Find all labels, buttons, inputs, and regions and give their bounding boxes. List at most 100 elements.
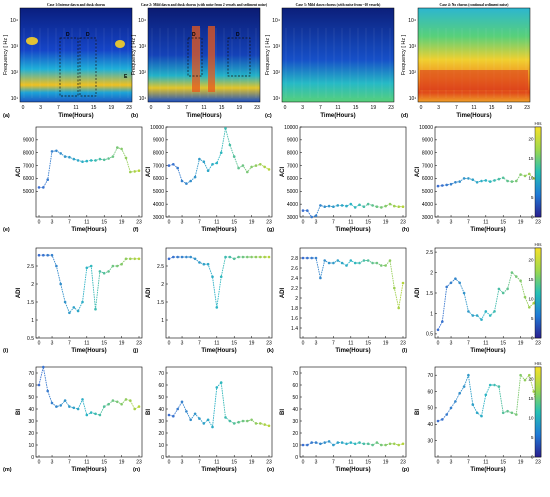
- x-tick-label: 7: [467, 460, 470, 466]
- x-tick-label: 7: [57, 105, 60, 111]
- colorbar-unit: Hrs: [535, 361, 543, 366]
- y-tick-label: 10³: [273, 44, 281, 50]
- data-point: [68, 311, 71, 315]
- x-tick-label: 15: [101, 460, 107, 466]
- y-tick-label: 1.5: [426, 291, 433, 297]
- data-point: [353, 206, 357, 209]
- spectrogram-row: Case 1:Intense dawn and dusk chorus D D E 10…: [3, 3, 531, 119]
- y-tick-label: 1: [430, 311, 433, 317]
- y-tick-label: 40: [427, 422, 433, 428]
- data-point: [172, 255, 175, 259]
- data-point: [120, 402, 123, 406]
- x-tick-label: 3: [181, 460, 184, 466]
- x-tick-label: 7: [319, 105, 322, 111]
- data-point: [467, 310, 470, 313]
- data-point: [180, 400, 184, 404]
- data-point: [89, 411, 93, 414]
- data-point: [120, 147, 123, 151]
- data-point: [323, 441, 327, 444]
- data-point: [133, 407, 136, 411]
- data-point: [532, 390, 535, 393]
- y-tick-label: 3000: [287, 215, 298, 221]
- data-point: [267, 424, 271, 428]
- data-point: [388, 259, 392, 262]
- data-point: [254, 164, 258, 167]
- data-point: [76, 407, 80, 411]
- data-point: [116, 264, 119, 268]
- y-axis-label: Frequency [ Hz ]: [401, 34, 407, 75]
- y-tick-label: 2.4: [291, 276, 298, 282]
- data-point: [46, 178, 49, 181]
- y-tick-label: 20: [158, 431, 164, 437]
- y-tick-label: 2: [295, 296, 298, 302]
- data-point: [198, 157, 201, 161]
- data-point: [111, 264, 115, 268]
- data-point: [241, 419, 245, 423]
- data-point: [59, 152, 62, 155]
- data-point: [506, 179, 509, 183]
- data-point: [42, 186, 45, 189]
- panel-tag: (e): [3, 227, 10, 233]
- data-point: [133, 257, 136, 261]
- data-point: [176, 407, 179, 411]
- data-point: [185, 255, 188, 259]
- data-point: [345, 442, 348, 446]
- colorbar-unit: Hrs: [535, 121, 543, 126]
- data-point: [462, 177, 466, 180]
- x-axis-label: Time(Hours): [71, 467, 106, 473]
- series-line: [437, 271, 539, 331]
- x-tick-label: 7: [455, 105, 458, 111]
- data-point: [319, 442, 322, 446]
- data-point: [366, 442, 370, 446]
- data-point: [454, 181, 457, 184]
- y-tick-label: 10⁴: [272, 18, 280, 24]
- data-point: [124, 257, 128, 261]
- x-tick-label: 23: [388, 105, 394, 111]
- x-tick-label: 3: [450, 460, 453, 466]
- plot-frame: [35, 247, 143, 339]
- x-tick-label: 15: [219, 105, 225, 111]
- data-point: [493, 310, 496, 313]
- panel-tag: (g): [267, 227, 274, 233]
- x-tick-label: 11: [84, 220, 89, 226]
- x-tick-label: 3: [181, 220, 184, 226]
- y-tick-label: 10¹: [273, 96, 281, 102]
- y-tick-label: 70: [292, 371, 298, 377]
- data-point: [523, 295, 527, 299]
- data-point: [246, 255, 249, 259]
- y-tick-label: 40: [292, 407, 298, 413]
- y-tick-label: 30: [427, 438, 433, 444]
- box-label: D: [66, 32, 70, 38]
- data-point: [59, 282, 62, 286]
- data-point: [228, 143, 232, 147]
- x-tick-label: 19: [119, 220, 125, 226]
- data-point: [98, 157, 102, 161]
- x-tick-label: 11: [483, 341, 488, 347]
- spectrogram-title: Case 1:Intense dawn and dusk chorus: [47, 3, 106, 7]
- data-point: [445, 285, 449, 289]
- data-point: [250, 165, 253, 169]
- y-tick-label: 10³: [409, 44, 417, 50]
- y-tick-label: 10³: [139, 44, 147, 50]
- data-point: [375, 441, 379, 444]
- x-tick-label: 0: [302, 341, 305, 347]
- plot-frame: [35, 366, 143, 458]
- data-point: [345, 264, 348, 267]
- data-point: [189, 255, 192, 259]
- spectrogram-image: [19, 7, 133, 103]
- y-tick-label: 10²: [139, 70, 147, 76]
- x-tick-label: 11: [335, 105, 340, 111]
- data-point: [501, 291, 505, 295]
- data-point: [393, 286, 396, 290]
- y-tick-label: 2.5: [157, 264, 164, 270]
- data-point: [198, 261, 201, 264]
- x-tick-label: 3: [51, 220, 54, 226]
- data-point: [250, 418, 253, 422]
- y-axis-label: ACI: [146, 167, 152, 178]
- x-tick-label: 0: [437, 460, 440, 466]
- panel-tag: (d): [401, 113, 408, 119]
- data-point: [327, 261, 331, 265]
- data-point: [358, 441, 361, 444]
- x-tick-label: 7: [198, 220, 201, 226]
- y-axis-label: BI: [16, 409, 22, 415]
